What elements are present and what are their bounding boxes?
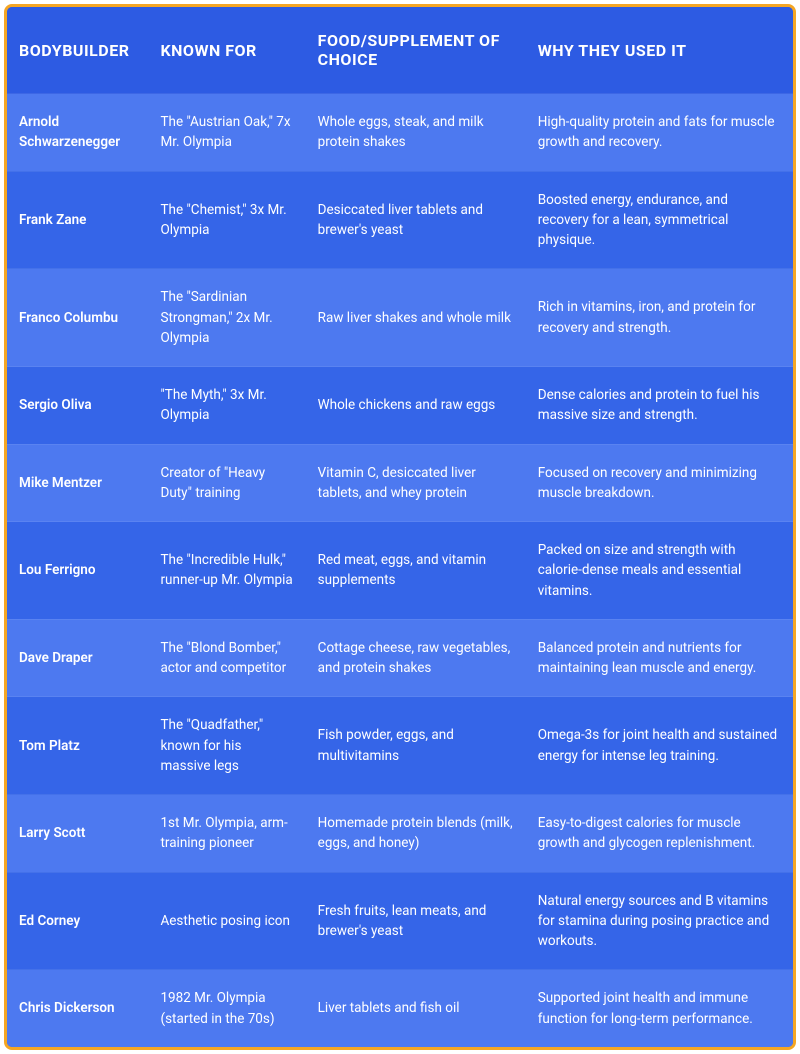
table-row: Franco Columbu The "Sardinian Strongman,… bbox=[7, 269, 793, 367]
cell-known-for: 1st Mr. Olympia, arm-training pioneer bbox=[148, 795, 305, 873]
cell-why: Natural energy sources and B vitamins fo… bbox=[526, 872, 793, 970]
table-row: Frank Zane The "Chemist," 3x Mr. Olympia… bbox=[7, 171, 793, 269]
cell-name: Franco Columbu bbox=[7, 269, 148, 367]
table-row: Mike Mentzer Creator of "Heavy Duty" tra… bbox=[7, 444, 793, 522]
table-row: Sergio Oliva "The Myth," 3x Mr. Olympia … bbox=[7, 367, 793, 445]
cell-name: Mike Mentzer bbox=[7, 444, 148, 522]
table-header-row: BODYBUILDER KNOWN FOR FOOD/SUPPLEMENT OF… bbox=[7, 7, 793, 94]
cell-why: Rich in vitamins, iron, and protein for … bbox=[526, 269, 793, 367]
cell-why: Easy-to-digest calories for muscle growt… bbox=[526, 795, 793, 873]
cell-food: Vitamin C, desiccated liver tablets, and… bbox=[306, 444, 526, 522]
cell-why: Packed on size and strength with calorie… bbox=[526, 522, 793, 620]
cell-name: Arnold Schwarzenegger bbox=[7, 94, 148, 172]
table-row: Arnold Schwarzenegger The "Austrian Oak,… bbox=[7, 94, 793, 172]
cell-name: Chris Dickerson bbox=[7, 970, 148, 1047]
cell-known-for: 1982 Mr. Olympia (started in the 70s) bbox=[148, 970, 305, 1047]
cell-known-for: The "Quadfather," known for his massive … bbox=[148, 697, 305, 795]
cell-food: Fresh fruits, lean meats, and brewer's y… bbox=[306, 872, 526, 970]
cell-name: Frank Zane bbox=[7, 171, 148, 269]
cell-food: Desiccated liver tablets and brewer's ye… bbox=[306, 171, 526, 269]
cell-food: Cottage cheese, raw vegetables, and prot… bbox=[306, 619, 526, 697]
cell-food: Homemade protein blends (milk, eggs, and… bbox=[306, 795, 526, 873]
cell-name: Dave Draper bbox=[7, 619, 148, 697]
cell-known-for: The "Incredible Hulk," runner-up Mr. Oly… bbox=[148, 522, 305, 620]
cell-food: Whole eggs, steak, and milk protein shak… bbox=[306, 94, 526, 172]
cell-food: Red meat, eggs, and vitamin supplements bbox=[306, 522, 526, 620]
cell-why: Balanced protein and nutrients for maint… bbox=[526, 619, 793, 697]
cell-known-for: The "Sardinian Strongman," 2x Mr. Olympi… bbox=[148, 269, 305, 367]
column-header-food: FOOD/SUPPLEMENT OF CHOICE bbox=[306, 7, 526, 94]
bodybuilder-table: BODYBUILDER KNOWN FOR FOOD/SUPPLEMENT OF… bbox=[7, 7, 793, 1047]
cell-name: Lou Ferrigno bbox=[7, 522, 148, 620]
cell-known-for: Aesthetic posing icon bbox=[148, 872, 305, 970]
cell-why: High-quality protein and fats for muscle… bbox=[526, 94, 793, 172]
bodybuilder-table-container: BODYBUILDER KNOWN FOR FOOD/SUPPLEMENT OF… bbox=[4, 4, 796, 1050]
cell-known-for: "The Myth," 3x Mr. Olympia bbox=[148, 367, 305, 445]
cell-name: Sergio Oliva bbox=[7, 367, 148, 445]
cell-name: Larry Scott bbox=[7, 795, 148, 873]
column-header-why: WHY THEY USED IT bbox=[526, 7, 793, 94]
cell-why: Omega-3s for joint health and sustained … bbox=[526, 697, 793, 795]
table-row: Dave Draper The "Blond Bomber," actor an… bbox=[7, 619, 793, 697]
cell-why: Focused on recovery and minimizing muscl… bbox=[526, 444, 793, 522]
table-row: Ed Corney Aesthetic posing icon Fresh fr… bbox=[7, 872, 793, 970]
cell-food: Fish powder, eggs, and multivitamins bbox=[306, 697, 526, 795]
cell-food: Whole chickens and raw eggs bbox=[306, 367, 526, 445]
table-row: Lou Ferrigno The "Incredible Hulk," runn… bbox=[7, 522, 793, 620]
column-header-known-for: KNOWN FOR bbox=[148, 7, 305, 94]
table-row: Larry Scott 1st Mr. Olympia, arm-trainin… bbox=[7, 795, 793, 873]
table-body: Arnold Schwarzenegger The "Austrian Oak,… bbox=[7, 94, 793, 1047]
column-header-bodybuilder: BODYBUILDER bbox=[7, 7, 148, 94]
cell-name: Ed Corney bbox=[7, 872, 148, 970]
cell-food: Raw liver shakes and whole milk bbox=[306, 269, 526, 367]
cell-food: Liver tablets and fish oil bbox=[306, 970, 526, 1047]
cell-known-for: The "Blond Bomber," actor and competitor bbox=[148, 619, 305, 697]
cell-known-for: The "Chemist," 3x Mr. Olympia bbox=[148, 171, 305, 269]
cell-why: Dense calories and protein to fuel his m… bbox=[526, 367, 793, 445]
cell-why: Boosted energy, endurance, and recovery … bbox=[526, 171, 793, 269]
cell-known-for: Creator of "Heavy Duty" training bbox=[148, 444, 305, 522]
cell-why: Supported joint health and immune functi… bbox=[526, 970, 793, 1047]
cell-name: Tom Platz bbox=[7, 697, 148, 795]
table-row: Tom Platz The "Quadfather," known for hi… bbox=[7, 697, 793, 795]
cell-known-for: The "Austrian Oak," 7x Mr. Olympia bbox=[148, 94, 305, 172]
table-row: Chris Dickerson 1982 Mr. Olympia (starte… bbox=[7, 970, 793, 1047]
